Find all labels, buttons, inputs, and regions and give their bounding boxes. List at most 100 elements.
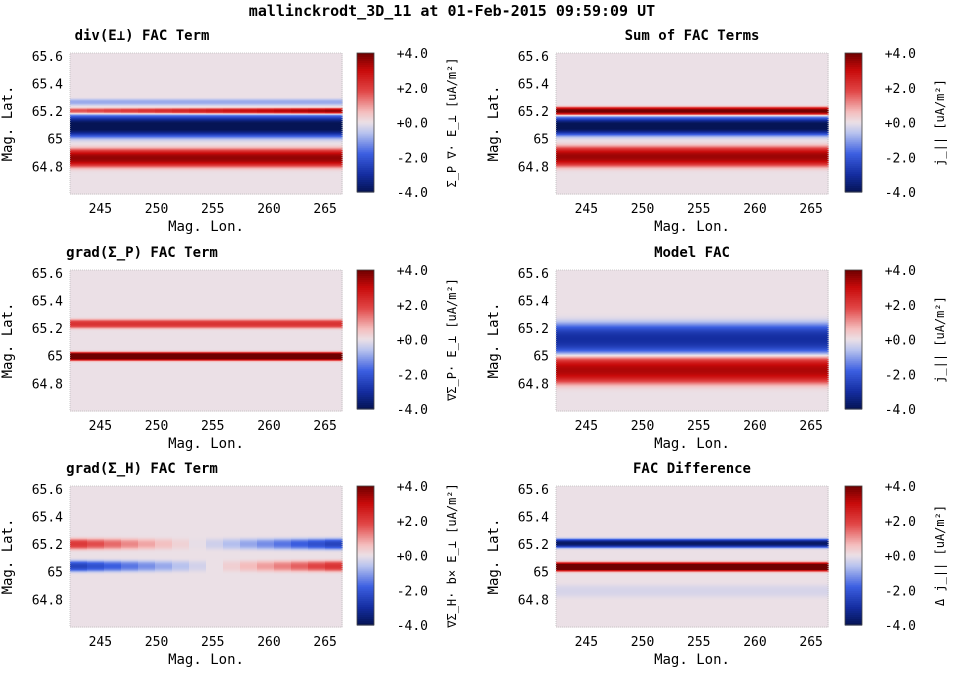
heatmap-cell xyxy=(556,170,829,172)
heatmap-cell xyxy=(70,303,343,305)
heatmap-cell xyxy=(223,185,241,187)
heatmap-cell xyxy=(87,188,105,190)
heatmap-cell xyxy=(325,77,343,79)
heatmap-cell xyxy=(104,125,122,127)
heatmap-cell xyxy=(240,66,258,68)
heatmap-cell xyxy=(121,599,139,601)
heatmap-cell xyxy=(240,542,258,544)
heatmap-cell xyxy=(291,141,309,143)
heatmap-cell xyxy=(291,544,309,546)
heatmap-cell xyxy=(189,158,207,160)
heatmap-cell xyxy=(556,144,829,146)
heatmap-cell xyxy=(308,62,326,64)
heatmap-cell xyxy=(325,543,343,545)
heatmap-cell xyxy=(104,100,122,102)
heatmap-cell xyxy=(70,170,88,172)
heatmap-cell xyxy=(206,122,224,124)
heatmap-cell xyxy=(308,184,326,186)
heatmap-cell xyxy=(257,190,275,192)
heatmap-cell xyxy=(308,140,326,142)
heatmap-cell xyxy=(556,120,829,122)
heatmap-cell xyxy=(325,512,343,514)
heatmap-cell xyxy=(274,186,292,188)
heatmap-cell xyxy=(556,130,829,132)
heatmap-cell xyxy=(556,89,829,91)
heatmap-cell xyxy=(155,511,173,513)
heatmap-cell xyxy=(70,93,88,95)
heatmap-cell xyxy=(172,72,190,74)
heatmap-cell xyxy=(257,66,275,68)
heatmap-cell xyxy=(556,316,829,318)
colorbar-swatch xyxy=(357,166,374,169)
heatmap-cell xyxy=(138,92,156,94)
heatmap-cell xyxy=(556,357,829,359)
heatmap-cell xyxy=(121,188,139,190)
heatmap-cell xyxy=(87,519,105,521)
heatmap-cell xyxy=(104,133,122,135)
heatmap-cell xyxy=(104,97,122,99)
heatmap-cell xyxy=(189,180,207,182)
heatmap-cell xyxy=(172,142,190,144)
heatmap-cell xyxy=(121,583,139,585)
heatmap-cell xyxy=(121,578,139,580)
heatmap-cell xyxy=(325,78,343,80)
heatmap-cell xyxy=(104,65,122,67)
heatmap-cell xyxy=(206,92,224,94)
heatmap-cell xyxy=(240,164,258,166)
heatmap-cell xyxy=(291,579,309,581)
heatmap-cell xyxy=(70,101,88,103)
heatmap-cell xyxy=(274,68,292,70)
colorbar-swatch xyxy=(357,373,374,376)
heatmap-cell xyxy=(223,62,241,64)
x-axis-label: Mag. Lon. xyxy=(654,436,730,452)
heatmap-cell xyxy=(87,558,105,560)
heatmap-cell xyxy=(87,54,105,56)
heatmap-cell xyxy=(172,583,190,585)
heatmap-cell xyxy=(257,552,275,554)
colorbar-swatch xyxy=(357,130,374,134)
heatmap-cell xyxy=(257,582,275,584)
heatmap-cell xyxy=(291,507,309,509)
heatmap-cell xyxy=(155,126,173,128)
heatmap-cell xyxy=(70,297,343,299)
heatmap-cell xyxy=(257,59,275,61)
heatmap-cell xyxy=(87,503,105,505)
heatmap-cell xyxy=(121,577,139,579)
heatmap-cell xyxy=(70,522,88,524)
heatmap-cell xyxy=(70,280,343,282)
heatmap-cell xyxy=(308,596,326,598)
heatmap-cell xyxy=(104,512,122,514)
heatmap-cell xyxy=(556,392,829,394)
heatmap-cell xyxy=(206,578,224,580)
heatmap-cell xyxy=(121,78,139,80)
heatmap-cell xyxy=(291,594,309,596)
heatmap-cell xyxy=(556,152,829,154)
heatmap-cell xyxy=(104,92,122,94)
heatmap-cell xyxy=(70,386,343,388)
heatmap-cell xyxy=(70,163,88,165)
heatmap-cell xyxy=(308,155,326,157)
heatmap-cell xyxy=(556,191,829,193)
heatmap-cell xyxy=(257,525,275,527)
heatmap-cell xyxy=(556,311,829,313)
heatmap-cell xyxy=(308,540,326,542)
heatmap-cell xyxy=(104,120,122,122)
heatmap-cell xyxy=(556,127,829,129)
heatmap-cell xyxy=(104,116,122,118)
heatmap-cell xyxy=(308,566,326,568)
heatmap-cell xyxy=(172,129,190,131)
heatmap-cell xyxy=(155,136,173,138)
heatmap-cell xyxy=(308,170,326,172)
heatmap-cell xyxy=(138,525,156,527)
colorbar-swatch xyxy=(845,361,862,364)
heatmap-cell xyxy=(291,171,309,173)
heatmap-cell xyxy=(206,565,224,567)
heatmap-cell xyxy=(308,178,326,180)
heatmap-cell xyxy=(257,164,275,166)
heatmap-cell xyxy=(257,539,275,541)
heatmap-cell xyxy=(274,113,292,115)
heatmap-cell xyxy=(155,498,173,500)
heatmap-cell xyxy=(138,117,156,119)
heatmap-cell xyxy=(138,146,156,148)
heatmap-cell xyxy=(325,158,343,160)
